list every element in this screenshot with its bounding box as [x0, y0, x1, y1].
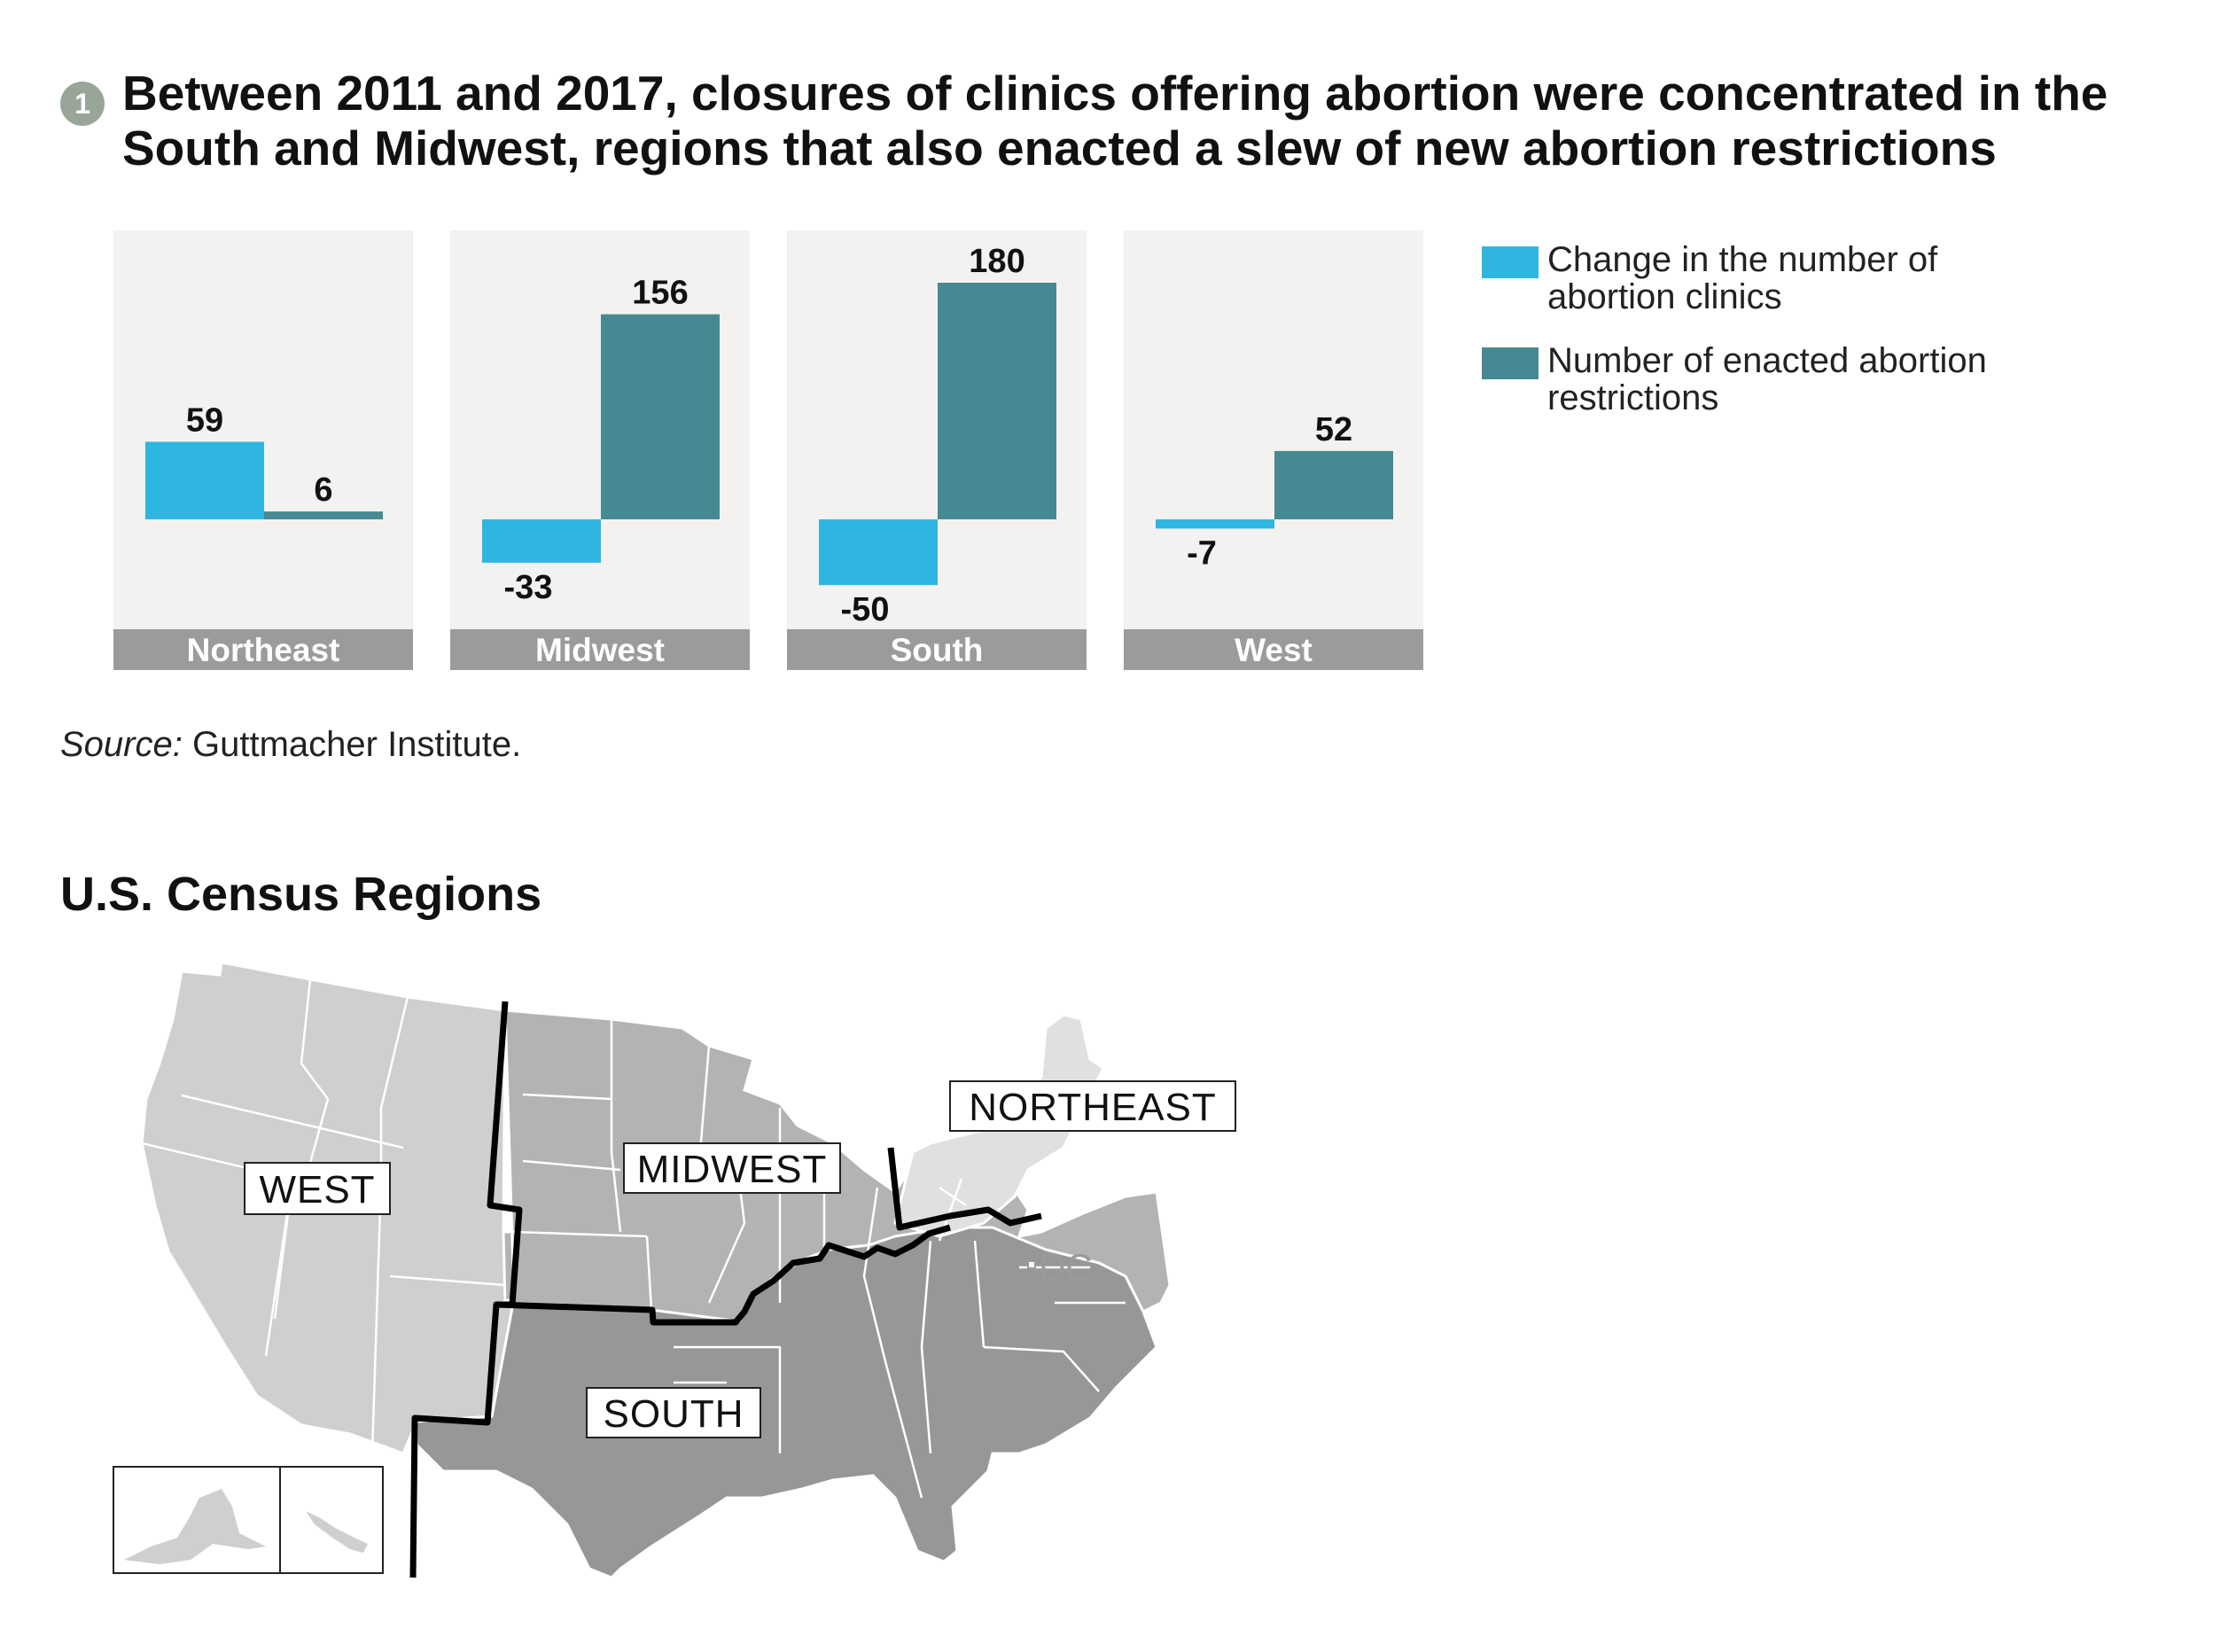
legend-label-clinics: Change in the number of abortion clinics — [1547, 240, 1938, 316]
data-label-west-clinics: -7 — [1187, 534, 1217, 572]
map-label-dc: DC — [1027, 1246, 1093, 1288]
svg-text:DC: DC — [1039, 1246, 1093, 1288]
region-bar-south — [787, 629, 1087, 670]
bar-midwest-clinics — [482, 519, 601, 563]
legend-swatch-restrictions — [1482, 347, 1539, 379]
data-label-northeast-restrictions: 6 — [314, 471, 332, 509]
map-label-northeast: NORTHEAST — [949, 1080, 1236, 1132]
bar-northeast-restrictions — [264, 511, 383, 519]
panel-bg-west — [1124, 230, 1423, 629]
region-bar-northeast — [113, 629, 413, 670]
region-label-west: West — [1235, 632, 1313, 668]
step-number-badge: 1 — [60, 82, 105, 126]
source-label: Source: — [60, 725, 183, 764]
region-dividers — [409, 1001, 1042, 1578]
region-label-northeast: Northeast — [187, 632, 340, 668]
bar-west-clinics — [1156, 519, 1274, 529]
svg-text:NORTHEAST: NORTHEAST — [969, 1086, 1217, 1129]
map-label-south: SOUTH — [586, 1387, 761, 1438]
data-label-south-restrictions: 180 — [969, 243, 1024, 280]
svg-text:SOUTH: SOUTH — [604, 1392, 744, 1436]
state-borders — [141, 978, 1126, 1499]
legend-item-clinics: Change in the number of abortion clinics — [1482, 241, 2008, 316]
region-bar-west — [1124, 629, 1423, 670]
bar-west-restrictions — [1274, 450, 1393, 519]
panel-bg-northeast — [113, 230, 413, 629]
map-title: U.S. Census Regions — [60, 868, 542, 921]
bar-midwest-restrictions — [601, 314, 720, 519]
data-label-south-clinics: -50 — [841, 591, 890, 628]
svg-text:MIDWEST: MIDWEST — [637, 1148, 828, 1191]
data-label-west-restrictions: 52 — [1315, 411, 1352, 448]
map-region-south — [415, 1226, 1158, 1579]
chart-title: Between 2011 and 2017, closures of clini… — [122, 66, 2108, 175]
legend-swatch-clinics — [1482, 246, 1539, 278]
bar-south-clinics — [819, 519, 938, 586]
map-label-west: WEST — [244, 1162, 391, 1215]
source-note: Source: Guttmacher Institute. — [60, 725, 521, 765]
svg-text:WEST: WEST — [259, 1168, 375, 1212]
data-label-northeast-clinics: 59 — [186, 401, 223, 439]
source-text: Guttmacher Institute. — [191, 725, 522, 764]
region-bar-midwest — [450, 629, 750, 670]
bar-south-restrictions — [938, 283, 1056, 519]
inset-box — [113, 1466, 384, 1574]
bar-northeast-clinics — [145, 441, 264, 519]
data-label-midwest-restrictions: 156 — [632, 275, 688, 312]
region-label-midwest: Midwest — [535, 632, 665, 668]
legend-item-restrictions: Number of enacted abortion restrictions — [1482, 342, 2008, 417]
region-label-south: South — [891, 632, 984, 668]
bar-chart: Northeast 59 6 Midwest -33 156 South-50 180 West… — [113, 230, 1423, 670]
data-label-midwest-clinics: -33 — [504, 569, 553, 606]
legend-label-restrictions: Number of enacted abortion restrictions — [1547, 341, 1987, 417]
map-label-midwest: MIDWEST — [623, 1142, 841, 1194]
